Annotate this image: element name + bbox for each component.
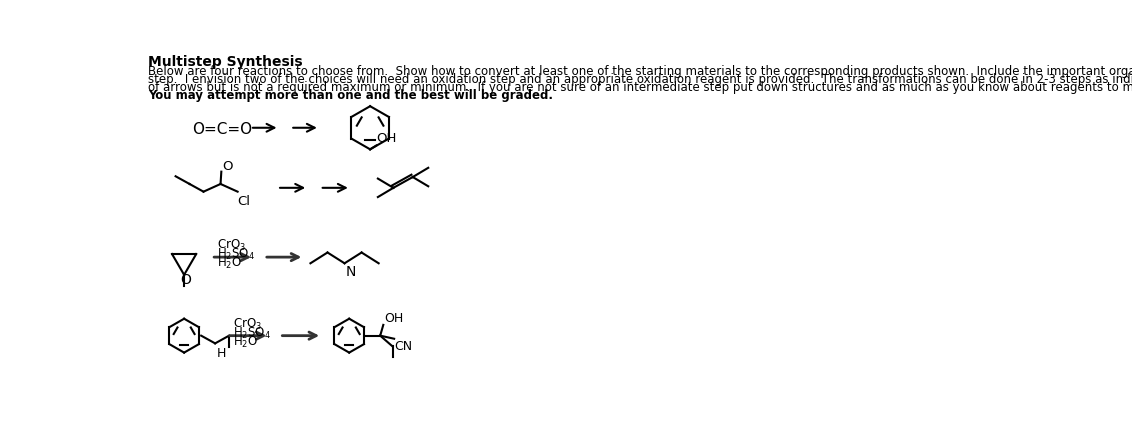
Text: Multistep Synthesis: Multistep Synthesis: [147, 55, 302, 69]
Text: H: H: [216, 347, 226, 360]
Text: H$_2$O: H$_2$O: [233, 335, 258, 350]
Text: step.  I envision two of the choices will need an oxidation step and an appropri: step. I envision two of the choices will…: [147, 73, 1132, 86]
Text: O=C=O: O=C=O: [192, 121, 252, 137]
Text: O: O: [222, 160, 232, 173]
Text: N: N: [345, 265, 355, 279]
Text: of arrows but is not a required maximum or minimum.  If you are not sure of an i: of arrows but is not a required maximum …: [147, 81, 1132, 94]
Text: H$_2$O: H$_2$O: [216, 256, 242, 272]
Text: CrO$_3$: CrO$_3$: [233, 316, 261, 332]
Text: You may attempt more than one and the best will be graded.: You may attempt more than one and the be…: [147, 89, 552, 102]
Text: H$_2$SO$_4$: H$_2$SO$_4$: [216, 247, 255, 262]
Text: CrO$_3$: CrO$_3$: [216, 238, 246, 253]
Text: H$_2$SO$_4$: H$_2$SO$_4$: [233, 326, 271, 341]
Text: OH: OH: [384, 312, 403, 325]
Text: O: O: [180, 273, 191, 287]
Text: Cl: Cl: [238, 195, 250, 208]
Text: Below are four reactions to choose from.  Show how to convert at least one of th: Below are four reactions to choose from.…: [147, 65, 1132, 77]
Text: OH: OH: [376, 132, 396, 145]
Text: CN: CN: [394, 340, 412, 352]
